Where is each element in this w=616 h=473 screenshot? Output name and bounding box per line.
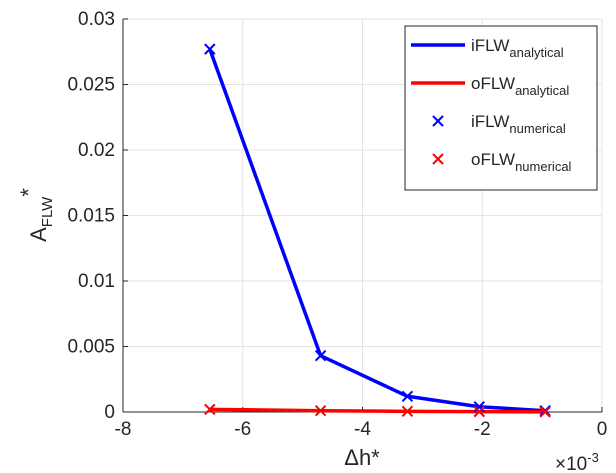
x-multiplier-exponent: -3 xyxy=(587,450,599,465)
data-point-marker xyxy=(204,403,216,416)
data-point-marker xyxy=(473,405,485,418)
x-tick-label: -4 xyxy=(354,419,371,440)
y-tick-label: 0.03 xyxy=(78,9,115,30)
legend-marker-swatch xyxy=(432,153,444,165)
legend-entry-subscript: numerical xyxy=(509,121,565,136)
x-tick-label: -8 xyxy=(115,419,132,440)
legend: iFLWanalyticaloFLWanalyticaliFLWnumerica… xyxy=(404,25,598,191)
legend-entry-label: oFLWnumerical xyxy=(471,150,572,174)
legend-entry-subscript: numerical xyxy=(515,159,571,174)
x-multiplier-base: ×10 xyxy=(555,454,587,473)
data-point-marker xyxy=(401,405,414,418)
y-tick-label: 0.01 xyxy=(78,271,115,292)
tick-labels: -8 -6 -4 -2 0 0 0.005 0.01 0.015 0.02 0.025 0.03 xyxy=(67,9,607,440)
x-tick-label: -6 xyxy=(234,419,251,440)
legend-entry-label: iFLWnumerical xyxy=(471,112,566,136)
x-tick-label: 0 xyxy=(597,419,608,440)
x-axis-label: Δh* xyxy=(344,445,380,470)
data-point-marker xyxy=(204,43,216,55)
legend-entry-name: oFLW xyxy=(471,74,515,93)
legend-entry-subscript: analytical xyxy=(515,83,569,98)
legend-entry-subscript: analytical xyxy=(509,45,563,60)
data-point-marker xyxy=(314,349,327,362)
y-label-main: A xyxy=(26,227,51,242)
x-tick-label: -2 xyxy=(474,419,491,440)
legend-entry-label: iFLWanalytical xyxy=(471,36,564,60)
data-series xyxy=(204,43,551,418)
y-tick-label: 0 xyxy=(104,402,115,423)
legend-entry-name: oFLW xyxy=(471,150,515,169)
legend-marker-swatch xyxy=(432,115,444,127)
legend-box xyxy=(404,25,598,191)
y-axis-label: AFLW* xyxy=(16,188,56,242)
legend-entry-name: iFLW xyxy=(471,36,509,55)
y-tick-label: 0.015 xyxy=(67,206,115,227)
data-point-marker xyxy=(314,404,327,417)
legend-entry-name: iFLW xyxy=(471,112,509,131)
y-label-sup: * xyxy=(16,188,41,197)
x-axis-multiplier: ×10-3 xyxy=(555,450,599,473)
y-tick-label: 0.02 xyxy=(78,140,115,161)
y-tick-label: 0.005 xyxy=(67,337,115,358)
data-point-marker xyxy=(539,406,551,418)
legend-entry-label: oFLWanalytical xyxy=(471,74,569,98)
data-point-marker xyxy=(401,390,414,402)
series-oFLW-numerical xyxy=(204,403,551,418)
y-label-sub: FLW xyxy=(39,196,56,227)
data-point-marker xyxy=(473,401,485,413)
y-tick-label: 0.025 xyxy=(67,75,115,96)
